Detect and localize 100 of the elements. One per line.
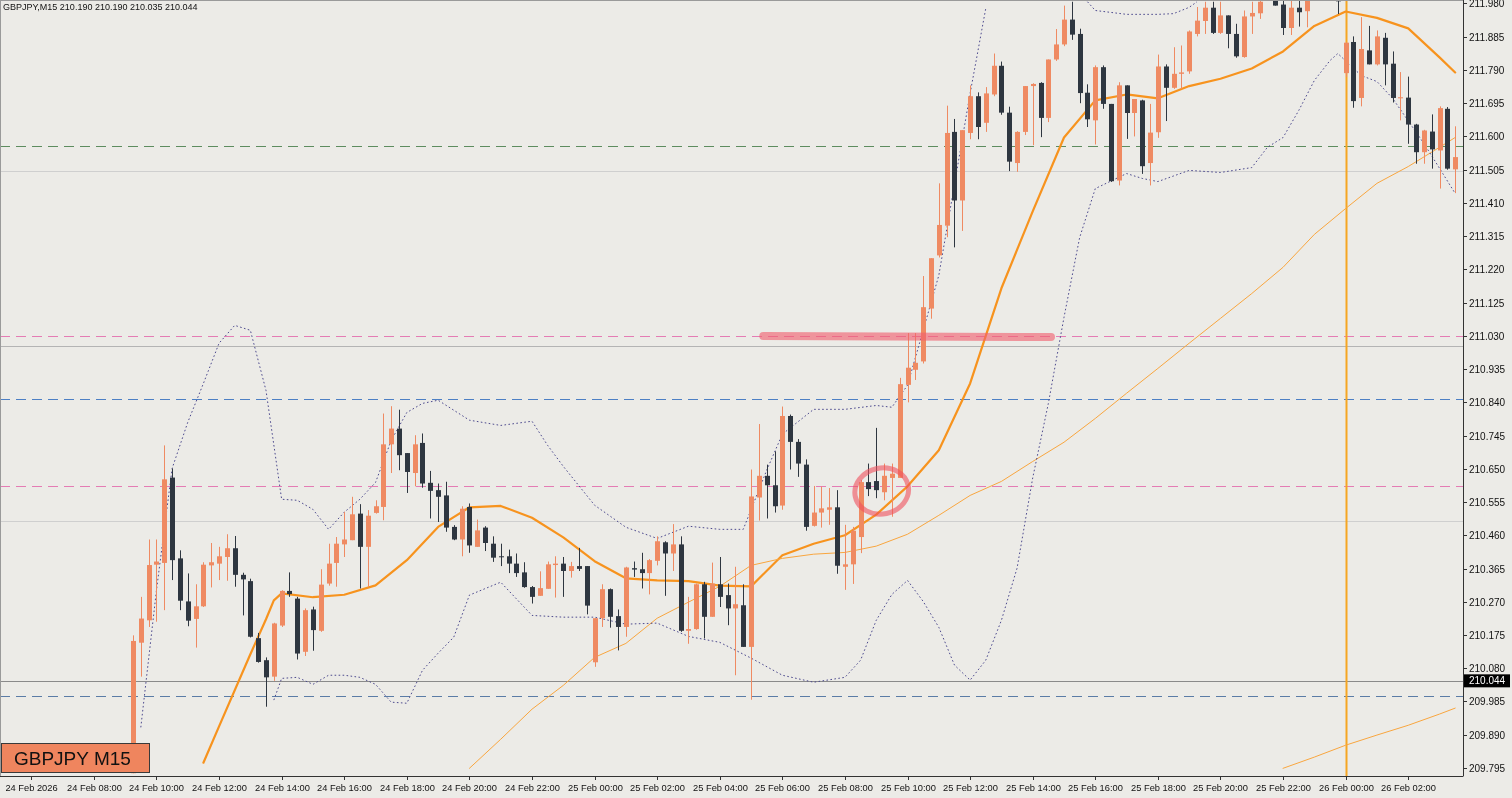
candlestick xyxy=(765,464,770,519)
candlestick xyxy=(186,572,191,627)
line-series xyxy=(468,137,1456,769)
x-tick-label: 24 Feb 18:00 xyxy=(380,783,435,793)
line-series xyxy=(1282,707,1456,769)
candlestick xyxy=(906,332,911,403)
candlestick xyxy=(334,536,339,588)
candlestick xyxy=(1054,28,1059,62)
x-tick-label: 25 Feb 18:00 xyxy=(1131,783,1186,793)
y-tick-label: 209.985 xyxy=(1469,696,1506,707)
candlestick xyxy=(827,487,832,526)
x-tick-label: 26 Feb 02:00 xyxy=(1381,783,1436,793)
x-tick-label: 25 Feb 20:00 xyxy=(1193,783,1248,793)
candlestick xyxy=(843,524,848,591)
candlestick xyxy=(1070,1,1075,41)
candlestick xyxy=(514,552,519,578)
candlestick xyxy=(663,540,668,597)
y-tick-label: 211.790 xyxy=(1469,65,1505,76)
candlestick xyxy=(209,542,214,588)
candlestick xyxy=(655,535,660,566)
x-tick-label: 25 Feb 04:00 xyxy=(693,783,748,793)
candlestick xyxy=(733,566,738,676)
candlestick xyxy=(154,538,159,623)
candlestick xyxy=(686,596,691,645)
y-tick-label: 210.460 xyxy=(1469,530,1506,541)
candlestick xyxy=(1218,1,1223,35)
x-tick-label: 24 Feb 22:00 xyxy=(505,783,560,793)
annotation: GBPJPY M15 xyxy=(14,748,131,769)
y-tick-label: 211.315 xyxy=(1469,231,1505,242)
y-tick-label: 210.270 xyxy=(1469,597,1506,608)
y-tick-label: 211.505 xyxy=(1469,165,1505,176)
y-tick-label: 210.080 xyxy=(1469,663,1506,674)
candlestick xyxy=(1258,0,1263,20)
y-tick-label: 211.980 xyxy=(1469,0,1505,9)
candlestick xyxy=(1203,1,1208,35)
y-tick-label: 210.840 xyxy=(1469,397,1506,408)
candlestick xyxy=(1132,98,1137,137)
candlestick xyxy=(405,452,410,494)
candlestick xyxy=(483,525,488,552)
candlestick xyxy=(491,535,496,563)
x-tick-label: 24 Feb 14:00 xyxy=(255,783,310,793)
candlestick xyxy=(287,571,292,598)
y-tick-label: 210.175 xyxy=(1469,630,1506,641)
x-tick-label: 25 Feb 02:00 xyxy=(630,783,685,793)
candlestick xyxy=(718,556,723,608)
candlestick xyxy=(1226,14,1231,49)
line-series xyxy=(273,53,1456,704)
x-tick-label: 26 Feb 00:00 xyxy=(1319,783,1374,793)
candlestick xyxy=(1195,6,1200,37)
x-tick-label: 25 Feb 00:00 xyxy=(568,783,623,793)
y-tick-label: 211.410 xyxy=(1469,198,1505,209)
candlestick xyxy=(874,427,879,499)
x-tick-label: 25 Feb 16:00 xyxy=(1068,783,1123,793)
candlestick xyxy=(616,608,621,651)
candlestick xyxy=(1430,113,1435,170)
candlestick xyxy=(866,463,871,497)
y-tick-label: 210.555 xyxy=(1469,497,1506,508)
candlestick xyxy=(264,656,269,708)
candlestick xyxy=(436,483,441,523)
candlestick xyxy=(1398,71,1403,121)
candlestick xyxy=(796,438,801,478)
y-tick-label: 210.935 xyxy=(1469,364,1506,375)
x-tick-label: 25 Feb 12:00 xyxy=(943,783,998,793)
candlestick xyxy=(561,556,566,598)
y-tick-label: 211.885 xyxy=(1469,32,1505,43)
candlestick xyxy=(1289,0,1294,36)
y-tick-label: 210.365 xyxy=(1469,564,1506,575)
candlestick xyxy=(757,423,762,522)
candlestick xyxy=(1422,129,1427,165)
candlestick xyxy=(1305,0,1310,28)
y-tick-label: 209.890 xyxy=(1469,730,1506,741)
y-tick-label: 211.220 xyxy=(1469,264,1505,275)
candlestick xyxy=(890,463,895,518)
candlestick xyxy=(507,549,512,574)
candlestick xyxy=(1367,25,1372,65)
x-tick-label: 24 Feb 16:00 xyxy=(317,783,372,793)
x-tick-label: 24 Feb 08:00 xyxy=(67,783,122,793)
y-tick-label: 211.600 xyxy=(1469,131,1505,142)
candlestick xyxy=(1453,125,1458,194)
candlestick xyxy=(819,486,824,529)
x-tick-label: 25 Feb 14:00 xyxy=(1006,783,1061,793)
y-tick-label: 211.695 xyxy=(1469,98,1505,109)
candlestick xyxy=(194,583,199,649)
candlestick xyxy=(327,543,332,587)
candlestick xyxy=(577,547,582,572)
candlestick xyxy=(812,485,817,528)
candlestick xyxy=(475,519,480,548)
candlestick xyxy=(1031,82,1036,146)
candlestick xyxy=(1281,0,1286,36)
x-tick-label: 25 Feb 08:00 xyxy=(818,783,873,793)
x-tick-label: 25 Feb 22:00 xyxy=(1256,783,1311,793)
ref-line-label: 210.044 xyxy=(1469,675,1506,687)
candlestick xyxy=(671,523,676,572)
y-tick-label: 210.745 xyxy=(1469,431,1506,442)
candlestick xyxy=(1172,46,1177,90)
x-tick-label: 24 Feb 12:00 xyxy=(192,783,247,793)
candlestick xyxy=(217,546,222,581)
x-tick-label: 24 Feb 20:00 xyxy=(442,783,497,793)
y-tick-label: 209.795 xyxy=(1469,763,1506,774)
x-tick-label: 25 Feb 06:00 xyxy=(755,783,810,793)
